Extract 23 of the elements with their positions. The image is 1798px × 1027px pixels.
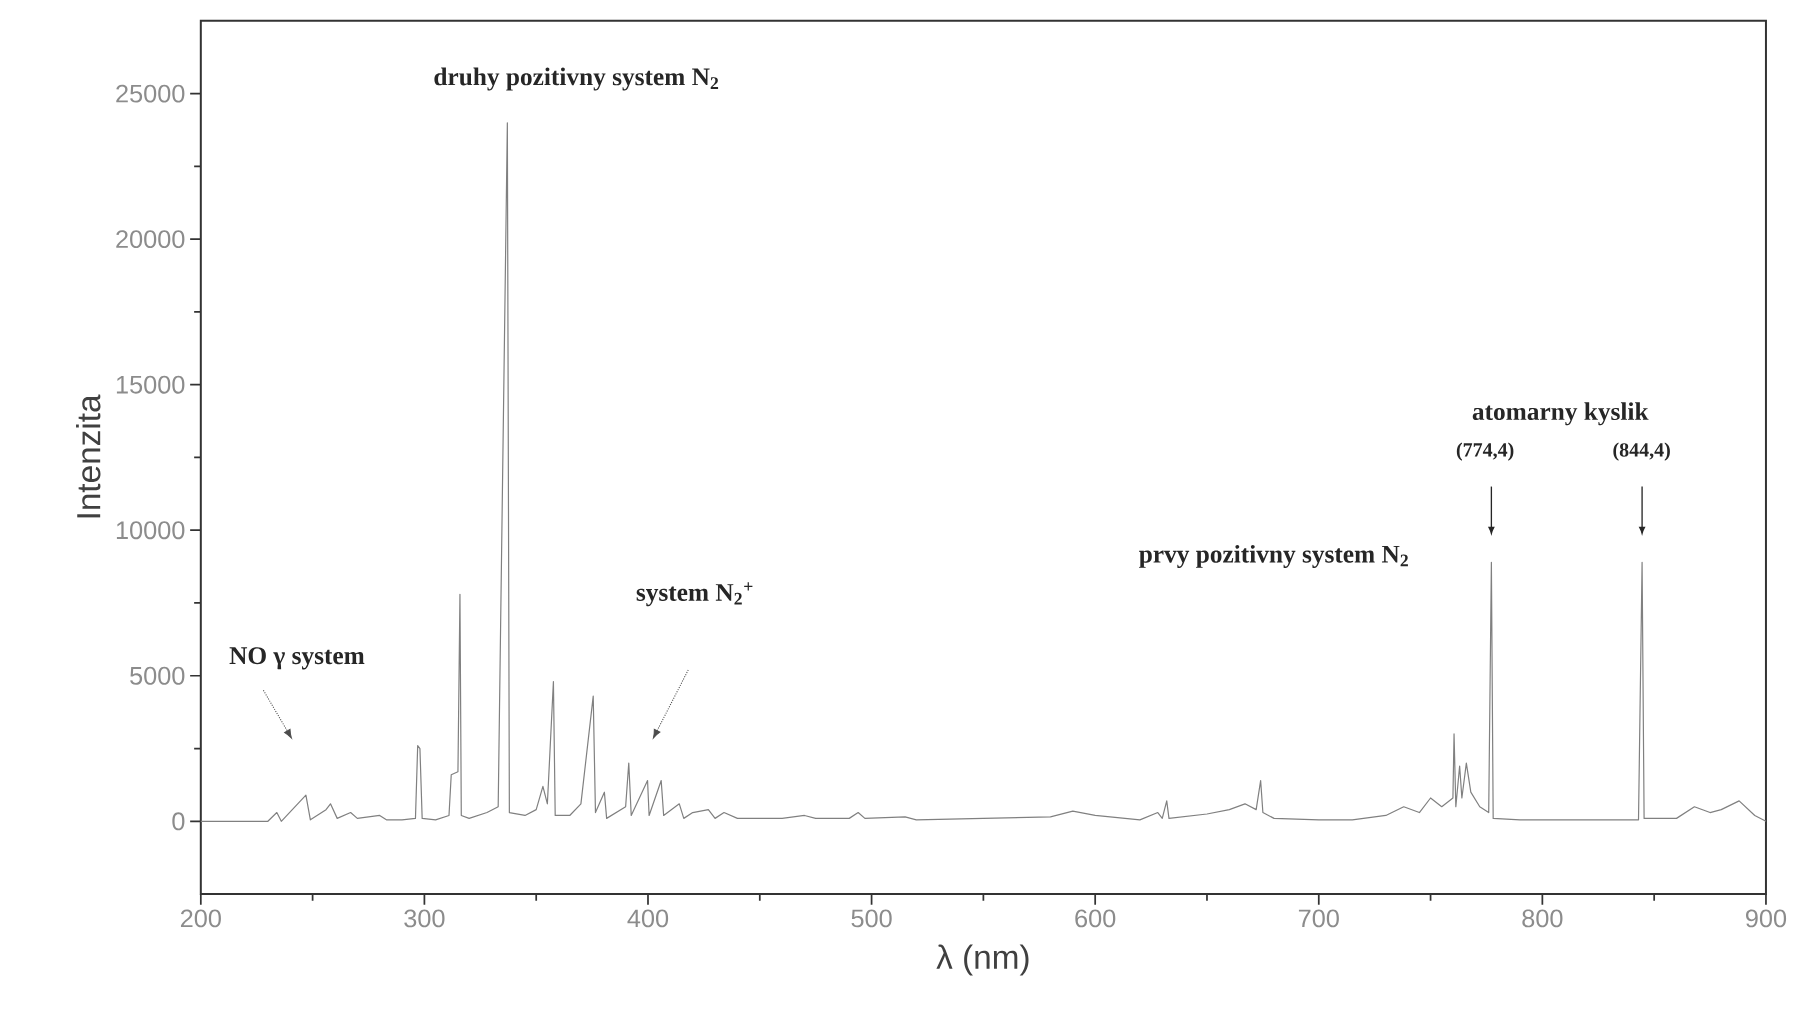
- annotation: druhy pozitivny system N$_{2}$: [434, 67, 719, 91]
- y-tick-label: 5000: [130, 666, 185, 685]
- annotation: prvy pozitivny system N$_{2}$: [1139, 544, 1408, 568]
- annotation: (844,4): [1613, 442, 1670, 461]
- x-tick-label: 200: [180, 909, 221, 928]
- annotation: atomarny kyslik: [1472, 402, 1649, 426]
- x-tick-label: 800: [1522, 909, 1563, 928]
- y-tick-label: 15000: [116, 375, 185, 394]
- x-tick-label: 400: [627, 909, 669, 928]
- annotation: (774,4): [1456, 442, 1514, 461]
- x-tick-label: 600: [1075, 909, 1116, 928]
- x-tick-label: 300: [404, 909, 445, 928]
- x-axis-title: λ (nm): [936, 944, 1029, 976]
- x-tick-label: 900: [1746, 909, 1787, 928]
- annotation: system N$_{2}$+: [636, 582, 753, 607]
- y-tick-label: 10000: [116, 521, 185, 540]
- y-tick-label: 20000: [116, 230, 185, 249]
- y-tick-label: 0: [172, 812, 185, 831]
- x-tick-label: 700: [1298, 909, 1339, 928]
- x-tick-label: 500: [851, 909, 892, 928]
- y-axis-title: Intenzita: [76, 394, 101, 518]
- y-tick-label: 25000: [116, 84, 185, 103]
- annotation: NO γ system: [229, 647, 365, 670]
